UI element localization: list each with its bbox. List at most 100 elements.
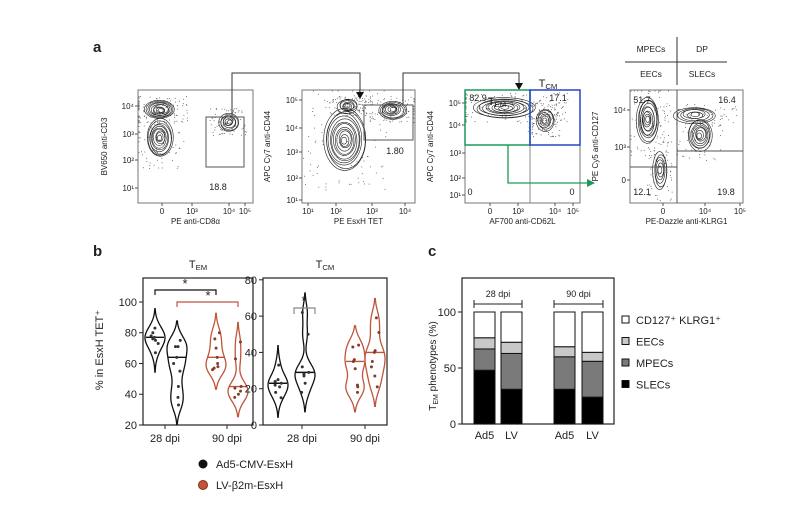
data-point bbox=[178, 338, 182, 342]
tcm-label-main: T bbox=[539, 78, 546, 90]
event-dot bbox=[518, 120, 520, 122]
event-dot bbox=[666, 154, 668, 156]
event-dot bbox=[525, 116, 527, 118]
data-point bbox=[213, 337, 217, 341]
event-dot bbox=[473, 95, 475, 97]
data-point bbox=[156, 342, 160, 346]
event-dot bbox=[567, 98, 569, 100]
event-dot bbox=[141, 151, 143, 153]
event-dot bbox=[649, 127, 651, 129]
event-dot bbox=[706, 159, 708, 161]
event-dot bbox=[551, 136, 553, 138]
event-dot bbox=[383, 90, 385, 92]
y-axis-label: APC Cy7 anti-CD44 bbox=[426, 110, 435, 182]
contour-line bbox=[390, 107, 396, 112]
contour-line bbox=[335, 127, 355, 155]
event-dot bbox=[159, 121, 161, 123]
event-dot bbox=[354, 97, 356, 99]
contour-line bbox=[336, 99, 358, 115]
event-dot bbox=[143, 125, 145, 127]
event-dot bbox=[556, 118, 558, 120]
event-dot bbox=[138, 130, 140, 132]
contour-line bbox=[541, 115, 549, 125]
data-point bbox=[173, 345, 177, 349]
event-dot bbox=[355, 106, 357, 108]
event-dot bbox=[138, 109, 140, 111]
event-dot bbox=[145, 117, 147, 119]
stacked-bar-3 bbox=[553, 311, 576, 425]
event-dot bbox=[370, 101, 372, 103]
event-dot bbox=[723, 113, 725, 115]
contour-line bbox=[336, 128, 353, 152]
event-dot bbox=[220, 129, 222, 131]
event-dot bbox=[671, 141, 673, 143]
y-tick-label: 10⁴ bbox=[286, 124, 299, 133]
x-tick-label: 28 dpi bbox=[287, 433, 317, 445]
event-dot bbox=[649, 184, 651, 186]
event-dot bbox=[169, 100, 171, 102]
event-dot bbox=[350, 165, 352, 167]
violin-outline bbox=[364, 297, 386, 407]
event-dot bbox=[379, 124, 381, 126]
event-dot bbox=[360, 100, 362, 102]
data-point bbox=[175, 355, 179, 359]
event-dot bbox=[382, 165, 384, 167]
contour-line bbox=[224, 118, 233, 126]
contour-line bbox=[157, 108, 164, 113]
data-point bbox=[307, 370, 311, 374]
event-dot bbox=[535, 133, 537, 135]
event-dot bbox=[353, 95, 355, 97]
event-dot bbox=[356, 99, 358, 101]
y-tick-label: 10⁵ bbox=[286, 96, 298, 105]
event-dot bbox=[536, 117, 538, 119]
event-dot bbox=[362, 157, 364, 159]
flow-plot-2 bbox=[303, 90, 415, 191]
bar-segment-slecs bbox=[553, 388, 576, 425]
event-dot bbox=[544, 129, 546, 131]
legend-label-lv: LV-β2m-EsxH bbox=[216, 480, 283, 492]
event-dot bbox=[365, 112, 367, 114]
event-dot bbox=[361, 107, 363, 109]
contour-line bbox=[680, 109, 710, 122]
y-tick-label: 0 bbox=[251, 420, 257, 432]
bar-segment-cd127-klrg1- bbox=[500, 311, 523, 343]
significance-star: * bbox=[301, 293, 306, 308]
event-dot bbox=[541, 113, 543, 115]
event-dot bbox=[480, 106, 482, 108]
event-dot bbox=[183, 140, 185, 142]
event-dot bbox=[233, 130, 235, 132]
event-dot bbox=[226, 110, 228, 112]
contour-line bbox=[696, 132, 702, 139]
event-dot bbox=[364, 98, 366, 100]
event-dot bbox=[346, 105, 348, 107]
event-dot bbox=[240, 134, 242, 136]
bar-segment-mpecs bbox=[581, 360, 604, 398]
event-dot bbox=[357, 110, 359, 112]
event-dot bbox=[659, 106, 661, 108]
event-dot bbox=[231, 134, 233, 136]
data-point bbox=[176, 395, 180, 399]
event-dot bbox=[481, 93, 483, 95]
event-dot bbox=[509, 92, 511, 94]
event-dot bbox=[407, 103, 409, 105]
data-point bbox=[176, 345, 180, 349]
event-dot bbox=[700, 122, 702, 124]
event-dot bbox=[344, 97, 346, 99]
event-dot bbox=[413, 101, 415, 103]
event-dot bbox=[559, 119, 561, 121]
event-dot bbox=[649, 148, 651, 150]
event-dot bbox=[144, 151, 146, 153]
event-dot bbox=[222, 125, 224, 127]
event-dot bbox=[554, 123, 556, 125]
event-dot bbox=[630, 90, 632, 92]
data-point bbox=[233, 395, 237, 399]
event-dot bbox=[563, 118, 565, 120]
x-tick-label: LV bbox=[505, 430, 518, 442]
event-dot bbox=[186, 109, 188, 111]
event-dot bbox=[559, 102, 561, 104]
event-dot bbox=[406, 113, 408, 115]
legend-label: EECs bbox=[636, 337, 665, 349]
event-dot bbox=[566, 120, 568, 122]
y-tick-label: 10² bbox=[286, 174, 298, 183]
